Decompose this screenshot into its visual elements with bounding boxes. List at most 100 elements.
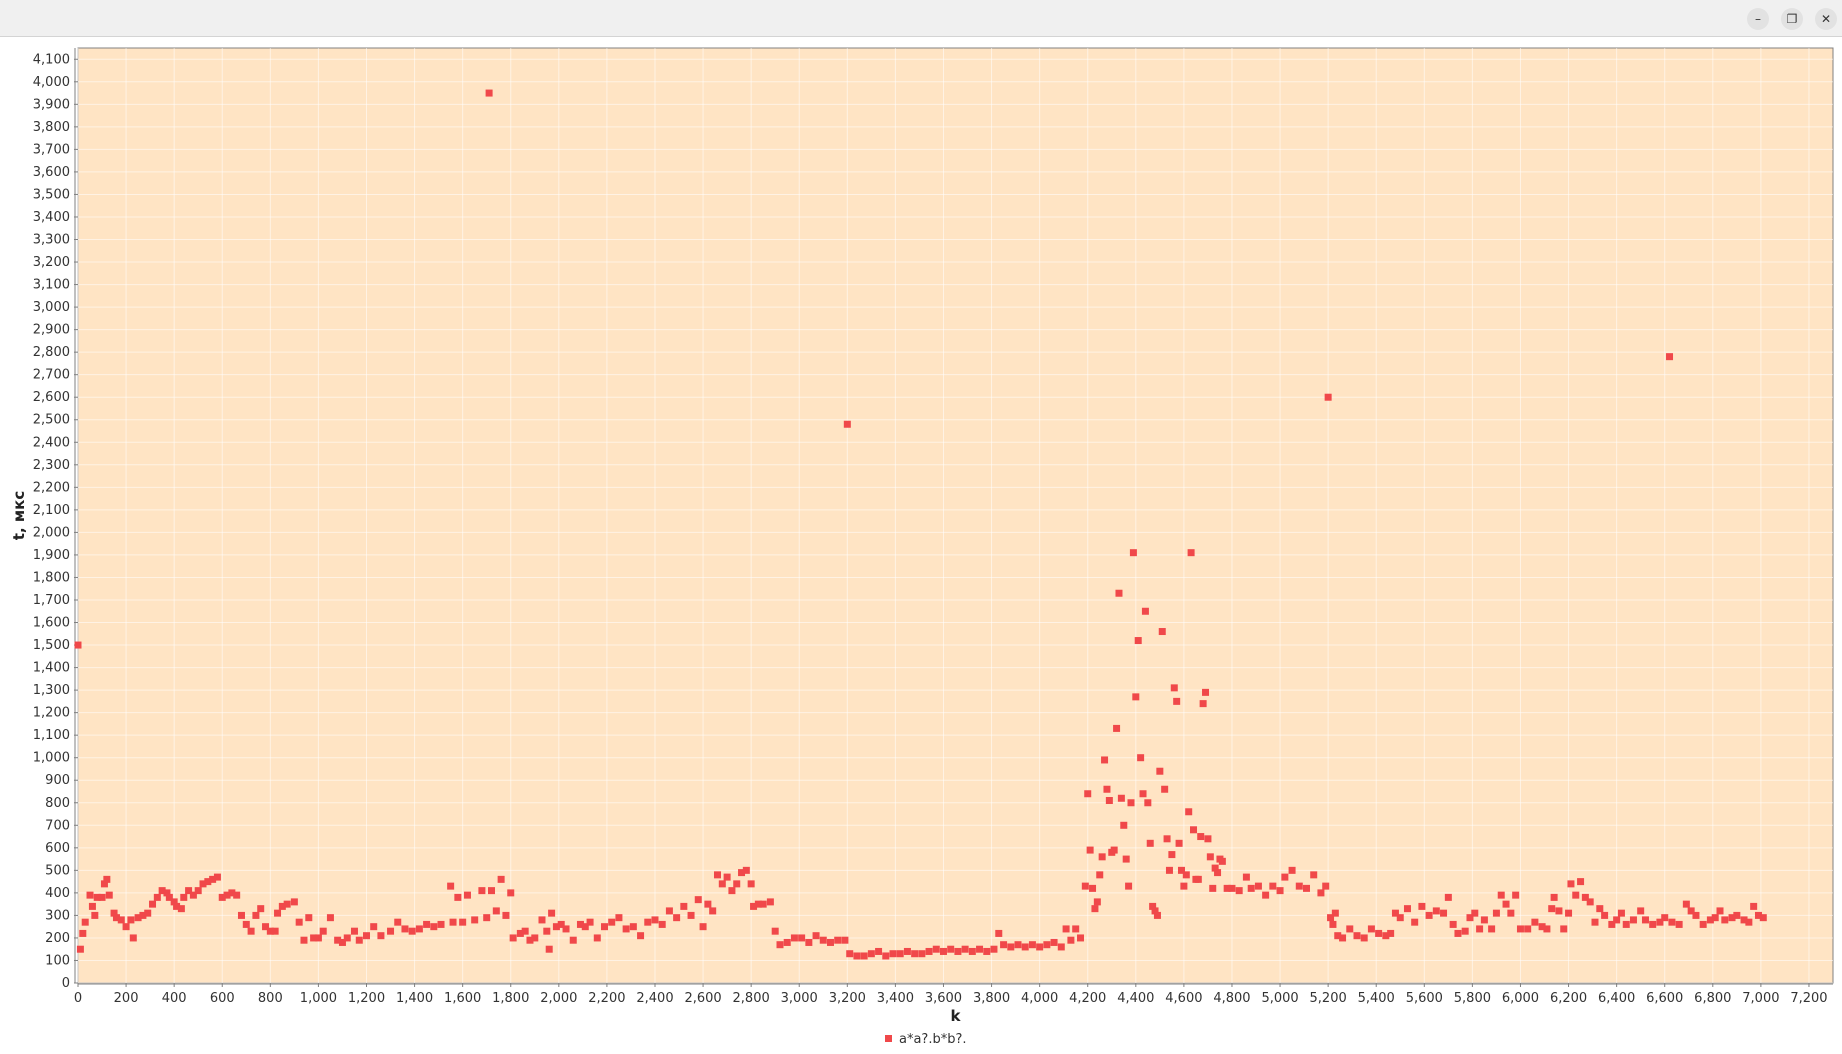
data-point	[1346, 925, 1354, 933]
data-point	[1177, 866, 1185, 874]
data-point	[776, 941, 784, 949]
data-point	[1163, 835, 1171, 843]
data-point	[644, 918, 652, 926]
data-point	[1144, 799, 1152, 807]
data-point	[1007, 943, 1015, 951]
data-point	[1733, 911, 1741, 919]
x-tick-label: 4,800	[1213, 991, 1250, 1006]
data-point	[1516, 925, 1524, 933]
data-point	[673, 914, 681, 922]
data-point	[1466, 914, 1474, 922]
data-point	[209, 875, 217, 883]
data-point	[1550, 893, 1558, 901]
window-titlebar: – ❐ ✕	[0, 0, 1842, 37]
x-tick-label: 2,800	[733, 991, 770, 1006]
minimize-button[interactable]: –	[1747, 8, 1769, 30]
data-point	[733, 880, 741, 888]
data-point	[860, 952, 868, 960]
x-tick-label: 5,200	[1310, 991, 1347, 1006]
data-point	[305, 914, 313, 922]
data-point	[228, 889, 236, 897]
data-point	[394, 918, 402, 926]
y-tick-label: 3,600	[33, 165, 70, 180]
y-tick-label: 1,200	[33, 706, 70, 721]
y-tick-label: 3,900	[33, 97, 70, 112]
data-point	[1168, 851, 1176, 859]
close-button[interactable]: ✕	[1815, 8, 1837, 30]
x-tick-label: 5,400	[1358, 991, 1395, 1006]
x-tick-label: 5,600	[1406, 991, 1443, 1006]
data-point	[548, 909, 556, 917]
data-point	[189, 891, 197, 899]
data-point	[1209, 884, 1217, 892]
data-point	[1235, 887, 1243, 895]
data-point	[314, 934, 322, 942]
data-point	[497, 875, 505, 883]
data-point	[651, 916, 659, 924]
data-point	[233, 891, 241, 899]
data-point	[1637, 907, 1645, 915]
data-point	[134, 914, 142, 922]
data-point	[1661, 914, 1669, 922]
data-point	[1538, 923, 1546, 931]
data-point	[615, 914, 623, 922]
data-point	[139, 911, 147, 919]
data-point	[846, 950, 854, 958]
data-point	[1153, 911, 1161, 919]
y-tick-label: 2,800	[33, 345, 70, 360]
maximize-button[interactable]: ❐	[1781, 8, 1803, 30]
data-point	[1199, 700, 1207, 708]
data-point	[1649, 920, 1657, 928]
data-point	[1254, 882, 1262, 890]
data-point	[1127, 799, 1135, 807]
data-point	[1721, 916, 1729, 924]
data-point	[1497, 891, 1505, 899]
data-point	[266, 927, 274, 935]
data-point	[343, 934, 351, 942]
data-point	[127, 916, 135, 924]
data-point	[1190, 826, 1198, 834]
data-point	[93, 893, 101, 901]
x-tick-label: 6,600	[1646, 991, 1683, 1006]
data-point	[1740, 916, 1748, 924]
x-tick-label: 1,600	[444, 991, 481, 1006]
data-point	[1675, 920, 1683, 928]
data-point	[1072, 925, 1080, 933]
data-point	[1187, 549, 1195, 557]
data-point	[117, 916, 125, 924]
data-point	[338, 938, 346, 946]
data-point	[1214, 869, 1222, 877]
data-point	[1137, 754, 1145, 762]
data-point	[1601, 911, 1609, 919]
y-tick-label: 4,100	[33, 52, 70, 67]
y-tick-label: 3,700	[33, 142, 70, 157]
data-point	[896, 950, 904, 958]
data-point	[766, 898, 774, 906]
data-point	[961, 945, 969, 953]
data-point	[658, 920, 666, 928]
data-point	[1418, 902, 1426, 910]
data-point	[1322, 882, 1330, 890]
data-point	[543, 927, 551, 935]
data-point	[1211, 864, 1219, 872]
x-tick-label: 800	[258, 991, 283, 1006]
data-point	[430, 923, 438, 931]
data-point	[362, 932, 370, 940]
y-tick-label: 300	[45, 908, 70, 923]
data-point	[738, 869, 746, 877]
data-point	[1565, 909, 1573, 917]
data-point	[355, 936, 363, 944]
data-point	[747, 880, 755, 888]
data-point	[903, 947, 911, 955]
y-axis-ticks: 0 100 200 300 400 500 600 700 800 900 1,000 1,100 1,…	[33, 52, 78, 991]
data-point	[1093, 898, 1101, 906]
minimize-icon: –	[1755, 12, 1761, 26]
data-point	[79, 929, 87, 937]
legend-swatch	[885, 1035, 892, 1042]
data-point	[1081, 882, 1089, 890]
data-point	[1204, 835, 1212, 843]
data-point	[1146, 839, 1154, 847]
x-tick-label: 1,400	[396, 991, 433, 1006]
data-point	[310, 934, 318, 942]
data-point	[1077, 934, 1085, 942]
